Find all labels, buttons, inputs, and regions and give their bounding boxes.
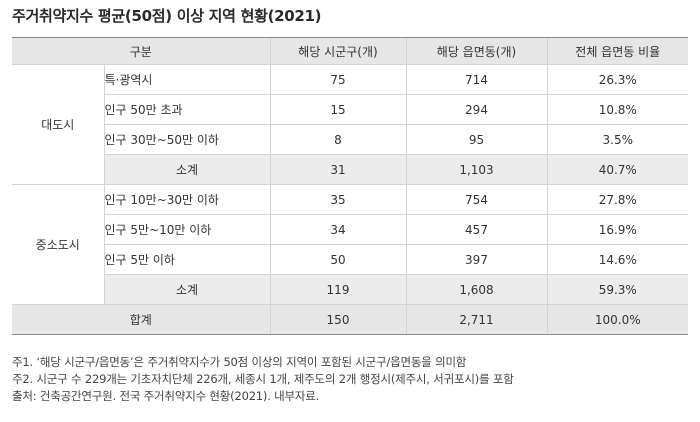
table-header-row: 구분 해당 시군구(개) 해당 읍면동(개) 전체 읍면동 비율	[12, 37, 688, 65]
subtotal-label: 소계	[103, 154, 270, 185]
row-label: 인구 30만~50만 이하	[103, 124, 270, 155]
cell-sigungu: 50	[269, 244, 406, 275]
total-row: 합계 150 2,711 100.0%	[12, 304, 688, 335]
cell-eupmyeondong: 754	[405, 184, 547, 215]
header-sigungu: 해당 시군구(개)	[269, 37, 406, 65]
cell-sigungu: 15	[269, 94, 406, 125]
row-label: 인구 50만 초과	[103, 94, 270, 125]
cell-sigungu: 75	[269, 64, 406, 95]
total-label: 합계	[12, 304, 270, 335]
cell-eupmyeondong: 294	[405, 94, 547, 125]
table-row: 인구 5만 이하 50 397 14.6%	[12, 244, 688, 275]
cell-sigungu: 35	[269, 184, 406, 215]
row-label: 인구 5만~10만 이하	[103, 214, 270, 245]
row-label: 인구 5만 이하	[103, 244, 270, 275]
table-row: 중소도시 인구 10만~30만 이하 35 754 27.8%	[12, 184, 688, 305]
cell-sigungu: 34	[269, 214, 406, 245]
cell-ratio: 26.3%	[546, 64, 688, 95]
cell-ratio: 10.8%	[546, 94, 688, 125]
cell-eupmyeondong: 457	[405, 214, 547, 245]
cell-ratio: 3.5%	[546, 124, 688, 155]
table-row: 인구 30만~50만 이하 8 95 3.5%	[12, 124, 688, 155]
row-label: 특·광역시	[103, 64, 270, 95]
cell-ratio: 100.0%	[546, 304, 688, 335]
header-category: 구분	[12, 37, 270, 65]
cell-sigungu: 150	[269, 304, 406, 335]
cell-eupmyeondong: 95	[405, 124, 547, 155]
cell-sigungu: 119	[269, 274, 406, 305]
subtotal-label: 소계	[103, 274, 270, 305]
table-row: 대도시 특·광역시 75 714 26.3%	[12, 64, 688, 185]
cell-ratio: 14.6%	[546, 244, 688, 275]
cell-sigungu: 31	[269, 154, 406, 185]
table-row: 인구 50만 초과 15 294 10.8%	[12, 94, 688, 125]
footnote-2: 주2. 시군구 수 229개는 기초자치단체 226개, 세종시 1개, 제주도…	[12, 372, 514, 386]
data-table: 구분 해당 시군구(개) 해당 읍면동(개) 전체 읍면동 비율 대도시 특·광…	[12, 37, 688, 335]
source-note: 출처: 건축공간연구원. 전국 주거취약지수 현황(2021). 내부자료.	[12, 389, 320, 403]
cell-eupmyeondong: 1,608	[405, 274, 547, 305]
cell-eupmyeondong: 2,711	[405, 304, 547, 335]
cell-sigungu: 8	[269, 124, 406, 155]
group-label-small-city: 중소도시	[12, 184, 104, 305]
subtotal-row: 소계 119 1,608 59.3%	[12, 274, 688, 305]
cell-eupmyeondong: 1,103	[405, 154, 547, 185]
header-eupmyeondong: 해당 읍면동(개)	[405, 37, 547, 65]
header-ratio: 전체 읍면동 비율	[546, 37, 688, 65]
cell-eupmyeondong: 714	[405, 64, 547, 95]
cell-ratio: 16.9%	[546, 214, 688, 245]
table-row: 인구 5만~10만 이하 34 457 16.9%	[12, 214, 688, 245]
row-label: 인구 10만~30만 이하	[103, 184, 270, 215]
footnotes: 주1. ‘해당 시군구/읍면동’은 주거취약지수가 50점 이상의 지역이 포함…	[12, 354, 514, 405]
group-label-large-city: 대도시	[12, 64, 104, 185]
page-title: 주거취약지수 평균(50점) 이상 지역 현황(2021)	[12, 7, 322, 25]
cell-ratio: 27.8%	[546, 184, 688, 215]
cell-eupmyeondong: 397	[405, 244, 547, 275]
cell-ratio: 40.7%	[546, 154, 688, 185]
footnote-1: 주1. ‘해당 시군구/읍면동’은 주거취약지수가 50점 이상의 지역이 포함…	[12, 355, 467, 369]
subtotal-row: 소계 31 1,103 40.7%	[12, 154, 688, 185]
cell-ratio: 59.3%	[546, 274, 688, 305]
